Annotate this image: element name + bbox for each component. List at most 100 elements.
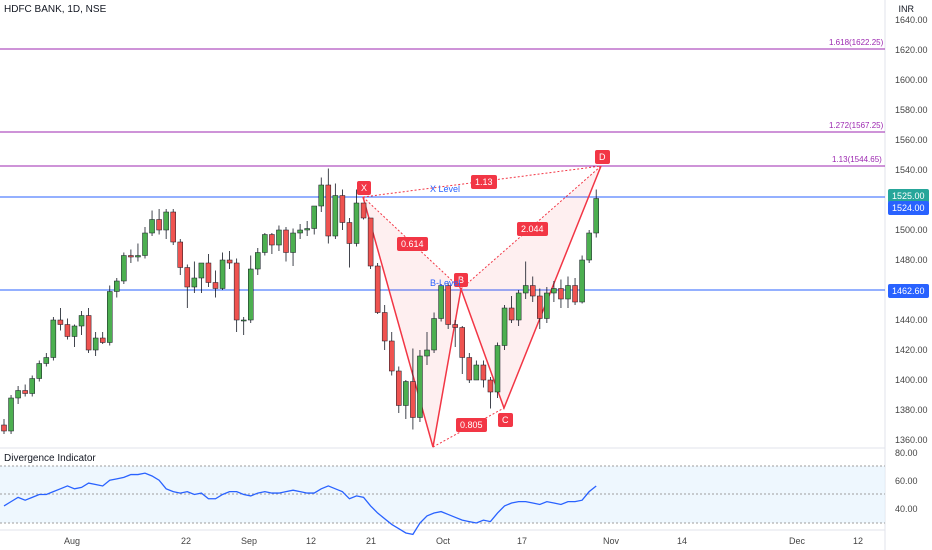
candle-body [255,252,261,270]
price-tick: 1440.00 [895,315,928,325]
candle-body [381,312,388,342]
fib-113-label: 1.13(1544.65) [832,155,882,164]
candle-body [318,184,324,207]
ratio-0805: 0.805 [456,418,487,432]
candle-body [558,288,564,300]
pattern-point-d: D [595,150,610,164]
candle-body [551,288,557,294]
candle-body [480,364,487,381]
candle-body [522,285,529,294]
candle-body [494,345,501,393]
candle-body [396,370,402,406]
candle-body [283,229,289,253]
currency-label: INR [898,4,915,14]
candle-body [304,228,310,231]
time-tick: 21 [366,536,377,546]
candle-body [85,315,92,351]
candle-body [367,217,374,267]
price-tick: 1420.00 [895,345,928,355]
candle-body [107,291,113,343]
time-tick: Oct [436,536,451,546]
ratio-113: 1.13 [471,175,497,189]
candle-body [269,234,275,246]
candle-body [29,378,35,394]
indicator-title[interactable]: Divergence Indicator [4,453,96,464]
candle-body [389,340,395,372]
candle-body [438,285,444,319]
candle-body [501,307,508,346]
pattern-xa-guide [362,196,462,290]
candle-body [325,184,332,237]
price-tick: 1380.00 [895,405,928,415]
indicator-tick-40: 40.00 [895,504,918,514]
pattern-point-x: X [357,181,372,195]
candle-body [339,195,346,223]
candle-body [170,211,176,243]
candle-body [99,337,106,343]
candle-body [240,319,247,322]
b-level-label: B-Level [430,278,461,288]
candle-body [262,234,268,253]
candle-body [135,255,141,258]
candle-body [156,219,162,231]
candles-group [1,168,599,434]
candle-body [248,268,254,321]
time-tick: Aug [64,536,81,546]
candle-body [78,315,85,327]
candle-body [36,363,42,379]
candle-body [198,262,205,279]
candle-body [57,319,64,325]
candle-body [121,255,127,282]
candle-body [226,259,233,264]
time-tick: Nov [603,536,620,546]
pattern-xab-fill [363,197,461,447]
candle-body [537,295,543,319]
ratio-0614: 0.614 [397,237,428,251]
time-tick: Dec [789,536,806,546]
candle-body [311,205,317,229]
time-tick: 22 [181,536,192,546]
price-tick: 1560.00 [895,135,928,145]
candle-body [149,219,155,234]
close-price-label: 1524.00 [888,201,929,215]
candle-body [374,265,381,313]
last-price-label: 1525.00 [888,189,929,203]
candle-body [572,285,578,303]
time-tick: 12 [853,536,864,546]
indicator-line [3,472,597,536]
candle-body [276,229,282,246]
price-tick: 1500.00 [895,225,928,235]
price-tick: 1540.00 [895,165,928,175]
candle-body [15,390,21,399]
candle-body [403,381,409,406]
price-tick: 1400.00 [895,375,928,385]
candle-body [177,241,183,268]
candle-body [417,355,423,418]
candle-body [50,319,57,358]
candle-body [92,337,99,351]
candle-body [71,325,78,337]
price-tick: 1620.00 [895,45,928,55]
candle-body [459,327,465,358]
candle-body [163,211,169,231]
symbol-title[interactable]: HDFC BANK, 1D, NSE [4,4,107,15]
candle-body [487,379,494,393]
time-tick: 17 [517,536,528,546]
candle-body [346,222,353,244]
candle-body [128,255,134,258]
price-tick: 1600.00 [895,75,928,85]
candle-body [515,292,522,321]
indicator-tick-60: 60.00 [895,476,918,486]
candle-body [1,424,7,432]
time-tick: 14 [677,536,688,546]
candle-body [43,357,50,364]
candle-body [530,285,536,297]
candle-body [64,324,71,337]
price-tick: 1480.00 [895,255,928,265]
candle-body [360,202,367,219]
candle-body [431,318,437,351]
candle-body [184,267,191,288]
candle-body [424,349,430,357]
candle-body [22,390,28,394]
